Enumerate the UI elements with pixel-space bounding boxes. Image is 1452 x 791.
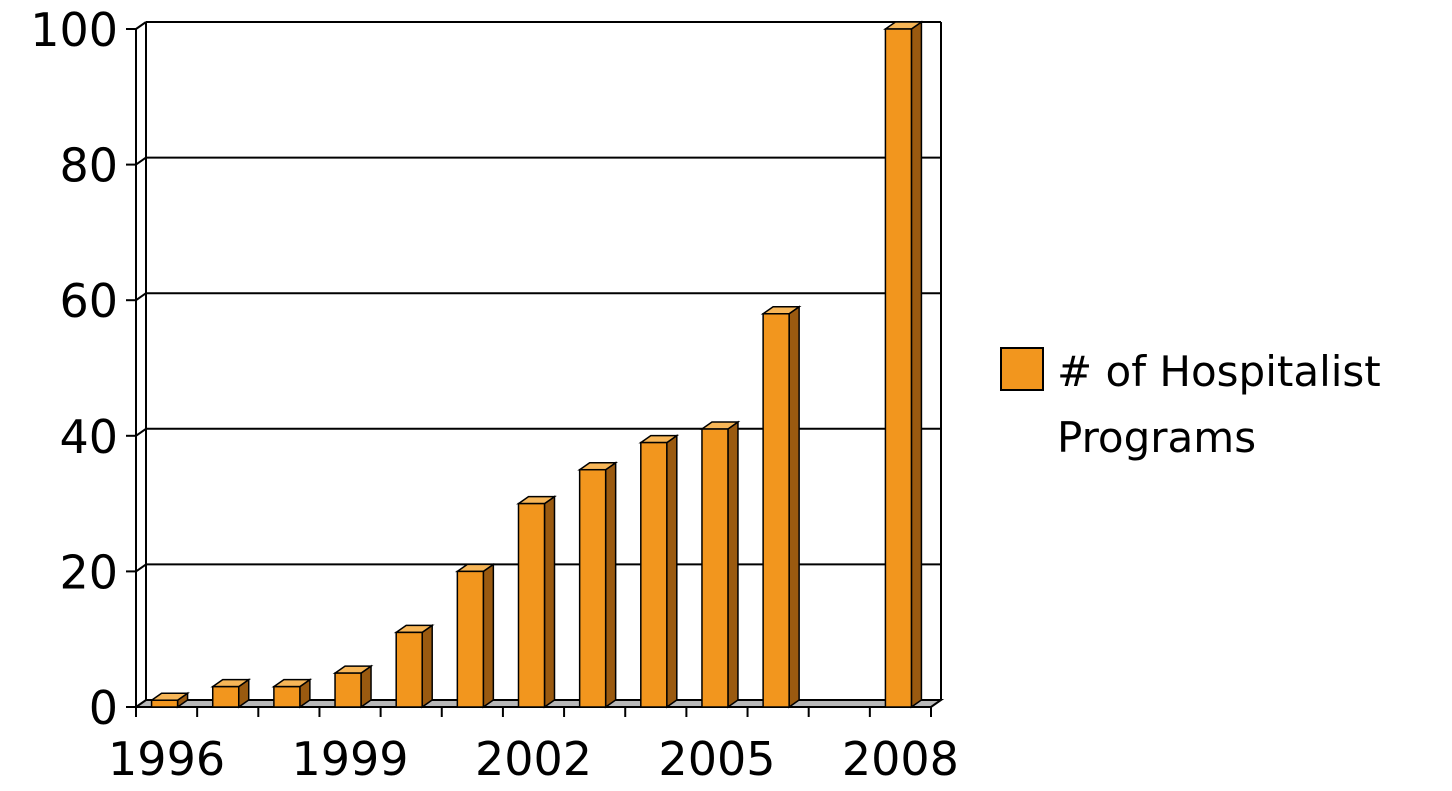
x-tick-label-2008: 2008: [842, 732, 959, 786]
bar-side: [727, 420, 739, 709]
bar-front: [640, 441, 668, 708]
bar-front: [150, 699, 179, 708]
y-tick-label-20: 20: [59, 545, 118, 599]
gridline-side-100: [135, 21, 147, 30]
legend-swatch: [1000, 347, 1044, 391]
bar-2000: [393, 623, 435, 709]
legend-label-line2: Programs: [1057, 413, 1256, 462]
gridline-side-80: [135, 156, 147, 166]
bar-side: [604, 461, 617, 709]
legend: # of Hospitalist Programs: [1000, 347, 1381, 462]
bar-side: [788, 305, 800, 709]
bar-front: [701, 428, 729, 708]
bar-front: [517, 502, 546, 708]
bar-side: [910, 20, 923, 709]
bar-front: [884, 28, 913, 708]
y-tick-label-100: 100: [30, 3, 118, 57]
x-tick-label-2005: 2005: [658, 732, 775, 786]
y-tick-label-40: 40: [59, 410, 118, 464]
bar-1999: [332, 664, 374, 709]
x-tick-label-1999: 1999: [291, 732, 408, 786]
y-tick-label-60: 60: [59, 274, 118, 328]
gridline-side-60: [135, 292, 147, 302]
axis-layer: [126, 22, 942, 717]
bar-front: [273, 685, 301, 708]
bar-2005: [699, 420, 741, 709]
bars-layer: [149, 20, 924, 709]
legend-label-line1: # of Hospitalist: [1057, 347, 1381, 396]
grid-layer: [135, 21, 941, 573]
y-tick-label-0: 0: [89, 681, 118, 735]
bar-front: [211, 685, 240, 708]
bar-front: [334, 672, 362, 708]
bar-2001: [454, 562, 496, 709]
gridline-side-20: [135, 563, 147, 573]
bar-side: [543, 495, 556, 709]
bar-1997: [210, 678, 252, 709]
bar-1998: [271, 678, 313, 709]
bar-side: [421, 623, 433, 709]
bar-1996: [149, 691, 190, 709]
bar-2008: [883, 20, 924, 709]
bar-front: [456, 570, 485, 708]
y-tick-label-80: 80: [59, 139, 118, 193]
bar-front: [578, 468, 607, 708]
bar-2006: [760, 305, 802, 709]
bar-2004: [638, 434, 680, 709]
x-tick-labels: 1996 1999 2002 2005 2008: [108, 732, 959, 786]
x-tick-label-2002: 2002: [475, 732, 592, 786]
bar-2003: [577, 461, 619, 709]
bar-side: [666, 434, 678, 709]
bar-2002: [516, 495, 557, 709]
y-tick-labels: 0 20 40 60 80 100: [30, 3, 118, 735]
gridline-side-40: [135, 427, 147, 437]
x-tick-label-1996: 1996: [108, 732, 225, 786]
bar-front: [395, 631, 423, 708]
bar-side: [482, 562, 495, 709]
bar-front: [762, 313, 790, 708]
